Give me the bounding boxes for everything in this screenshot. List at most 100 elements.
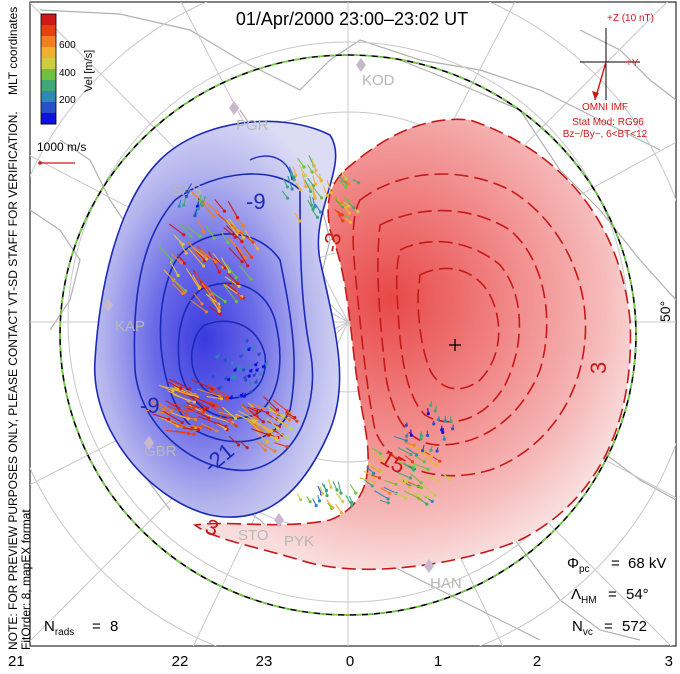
velocity-vector: [336, 210, 343, 216]
velocity-vector: [298, 164, 306, 176]
velocity-vector: [186, 407, 210, 419]
velocity-vector: [364, 479, 373, 487]
mlt-axis: 21 22 23 0 1 2 3: [8, 653, 673, 670]
velocity-vector: [272, 399, 288, 412]
coastlines: [30, 9, 676, 641]
velocity-vector: [171, 412, 189, 420]
velocity-vector: [384, 479, 397, 485]
station-label: KOD: [362, 72, 395, 89]
velocity-vector: [228, 247, 243, 262]
velocity-vector: [359, 477, 375, 484]
heppner-maynard-boundary: [59, 54, 637, 616]
velocity-vector: [367, 462, 382, 473]
velocity-vector: [234, 374, 237, 379]
velocity-vector: [157, 245, 173, 261]
velocity-vector: [312, 498, 317, 506]
velocity-vector: [201, 196, 207, 206]
velocity-vector: [405, 447, 418, 456]
velocity-vector: [162, 385, 178, 390]
velocity-vector: [437, 416, 440, 420]
velocity-vector: [178, 241, 187, 254]
svg-text:Nvc: Nvc: [572, 618, 593, 638]
velocity-vector: [250, 428, 269, 436]
potential-extrema: [449, 339, 461, 351]
velocity-vector: [211, 292, 226, 302]
mlt-tick: 21: [8, 653, 25, 670]
velocity-vector: [243, 347, 248, 352]
velocity-vector: [352, 179, 359, 184]
velocity-vector: [172, 393, 195, 403]
velocity-vector: [183, 197, 187, 206]
svg-text:Nrads: Nrads: [44, 618, 74, 638]
velocity-vector: [317, 485, 322, 495]
velocity-vector: [245, 417, 260, 432]
velocity-vector: [187, 394, 208, 409]
velocity-vector: [209, 389, 228, 400]
velocity-vector: [443, 435, 445, 440]
velocity-vector: [258, 351, 262, 355]
velocity-colorbar: 600 400 200 Vel [m/s]: [40, 13, 95, 125]
velocity-vector: [307, 177, 314, 187]
nvc-subscript: vc: [583, 627, 593, 638]
velocity-vector: [414, 455, 425, 463]
colorbar-segment: [41, 47, 56, 59]
velocity-vector: [363, 470, 375, 478]
velocity-vector: [312, 186, 323, 199]
colorbar-segment: [41, 69, 56, 81]
velocity-vector: [199, 194, 202, 202]
velocity-vector: [166, 380, 182, 389]
velocity-vector: [263, 396, 278, 411]
velocity-vector: [192, 274, 201, 288]
velocity-vector: [190, 299, 207, 313]
velocity-vector: [312, 197, 316, 207]
velocity-vector: [228, 377, 231, 381]
velocity-vector: [335, 503, 342, 513]
colorbar-segment: [41, 36, 56, 48]
mlt-tick: 23: [256, 653, 273, 670]
velocity-vector: [406, 433, 408, 437]
velocity-vectors: [145, 155, 455, 515]
velocity-vector: [442, 428, 445, 433]
velocity-vector: [240, 353, 244, 357]
radar-count-readout: Nrads = 8: [44, 618, 118, 638]
imf-y-label: +Y: [626, 58, 639, 69]
velocity-vector: [268, 409, 284, 417]
velocity-vector: [260, 371, 263, 375]
velocity-vector: [294, 212, 301, 222]
scale-vector: 1000 m/s: [37, 140, 86, 165]
velocity-vector: [225, 263, 237, 278]
velocity-vector: [235, 413, 254, 423]
velocity-vector: [185, 268, 200, 289]
velocity-vector: [247, 406, 258, 412]
velocity-vector: [311, 209, 318, 218]
velocity-vector: [172, 383, 196, 395]
velocity-vector: [326, 180, 333, 194]
velocity-vector: [242, 245, 252, 258]
velocity-vector: [206, 396, 222, 400]
velocity-vector: [186, 226, 201, 237]
velocity-vector: [333, 197, 342, 204]
velocity-vector: [380, 487, 391, 494]
contour-label: -9: [246, 189, 266, 214]
velocity-vector: [399, 475, 407, 482]
velocity-vector: [249, 381, 252, 384]
nvc-symbol: N: [572, 618, 583, 635]
velocity-vector: [308, 183, 316, 197]
velocity-vector: [163, 410, 183, 423]
velocity-vector: [370, 474, 380, 479]
nrads-value: 8: [110, 618, 118, 635]
velocity-vector: [402, 480, 411, 487]
velocity-vector: [185, 188, 192, 197]
velocity-vector: [274, 442, 288, 448]
velocity-vector: [397, 447, 412, 455]
stat-model: Stat Mod: RG96: [572, 117, 644, 128]
colorbar-label: Vel [m/s]: [83, 50, 95, 92]
velocity-vector: [312, 162, 317, 171]
velocity-vector: [208, 305, 221, 315]
velocity-vector: [403, 490, 419, 499]
velocity-vector: [434, 405, 438, 412]
velocity-vector: [399, 461, 414, 468]
velocity-vector: [419, 433, 422, 440]
velocity-vector: [218, 411, 238, 417]
velocity-vector: [239, 231, 254, 243]
